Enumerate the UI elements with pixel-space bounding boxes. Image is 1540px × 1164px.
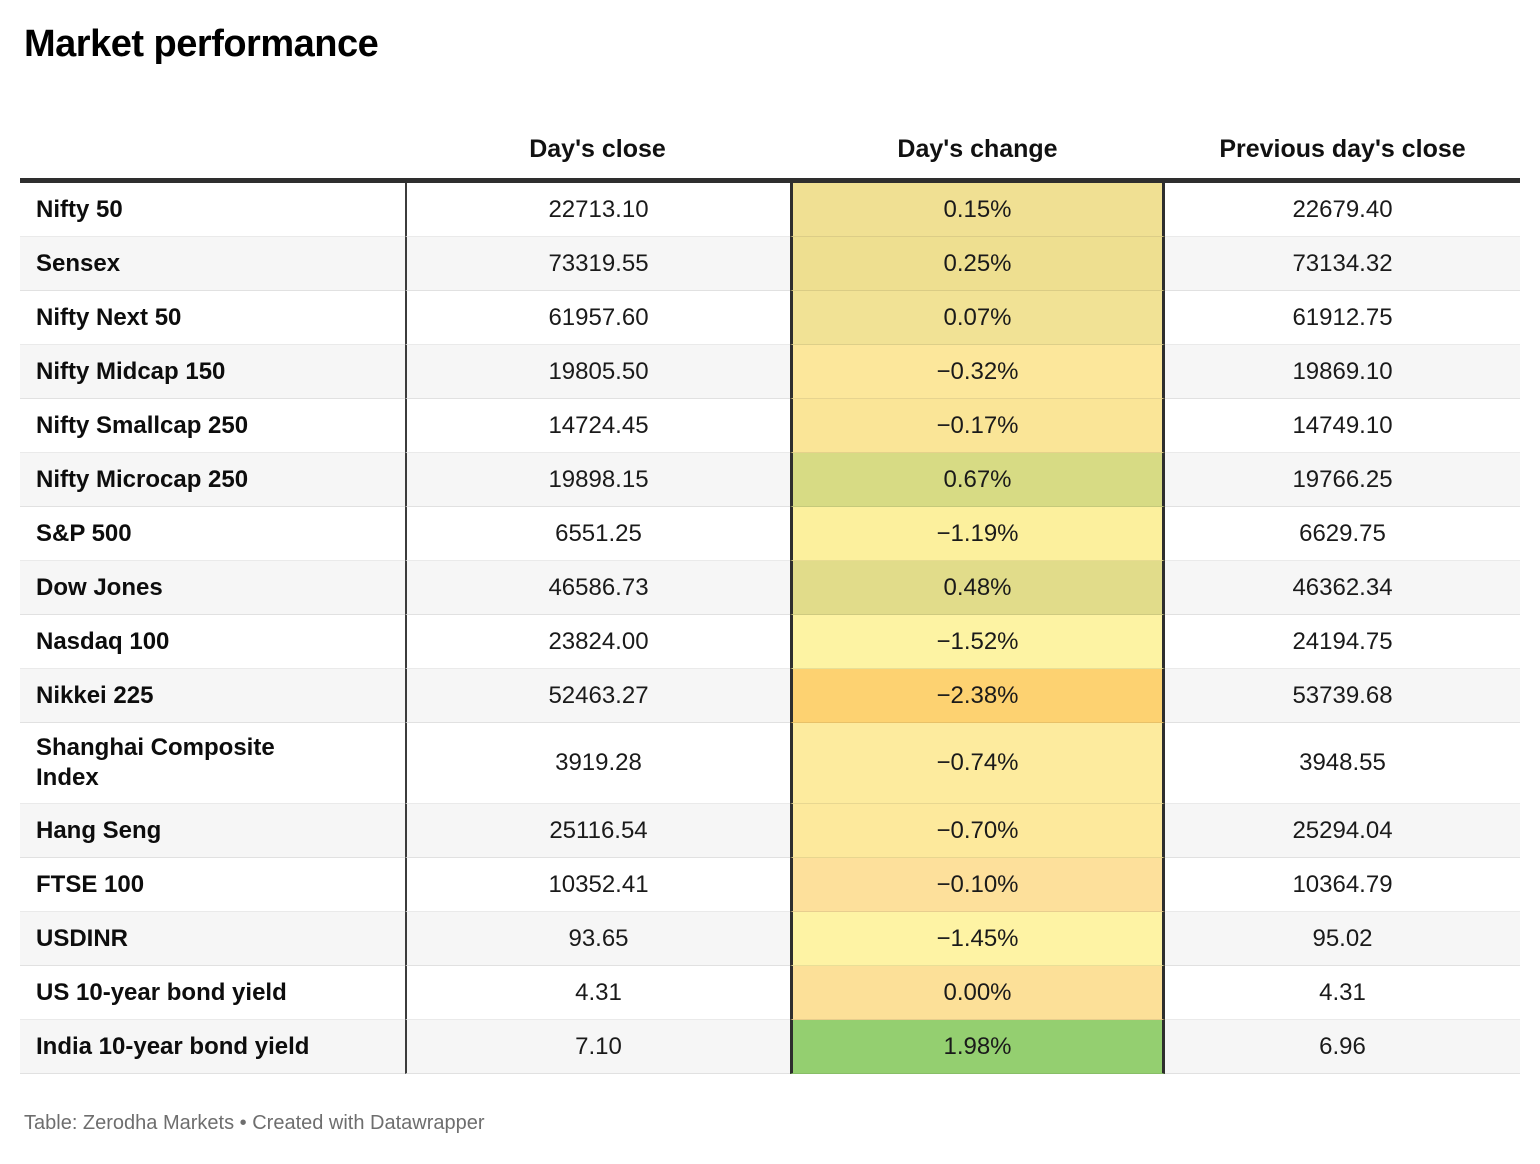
table-row: S&P 500 6551.25 −1.19% 6629.75 [20, 507, 1520, 561]
column-header-previous-close: Previous day's close [1219, 135, 1466, 163]
table-row: FTSE 100 10352.41 −0.10% 10364.79 [20, 858, 1520, 912]
table-row: Sensex 73319.55 0.25% 73134.32 [20, 237, 1520, 291]
table-row: Nikkei 225 52463.27 −2.38% 53739.68 [20, 669, 1520, 723]
row-label: Hang Seng [20, 804, 405, 858]
days-change-cell: 0.67% [790, 453, 1165, 507]
days-change-cell: −1.52% [790, 615, 1165, 669]
days-change-cell: 1.98% [790, 1020, 1165, 1074]
row-label: India 10-year bond yield [20, 1020, 405, 1074]
table-row: Hang Seng 25116.54 −0.70% 25294.04 [20, 804, 1520, 858]
table-row: Nifty Next 50 61957.60 0.07% 61912.75 [20, 291, 1520, 345]
prev-close-cell: 19766.25 [1165, 453, 1520, 507]
prev-close-cell: 46362.34 [1165, 561, 1520, 615]
days-change-cell: 0.07% [790, 291, 1165, 345]
page-title: Market performance [24, 23, 379, 65]
prev-close-cell: 3948.55 [1165, 723, 1520, 804]
row-label: Nifty Smallcap 250 [20, 399, 405, 453]
prev-close-cell: 10364.79 [1165, 858, 1520, 912]
row-label: Nasdaq 100 [20, 615, 405, 669]
prev-close-cell: 6.96 [1165, 1020, 1520, 1074]
table-row: Nifty 50 22713.10 0.15% 22679.40 [20, 183, 1520, 237]
row-label: Shanghai Composite Index [20, 723, 405, 804]
days-close-cell: 61957.60 [405, 291, 790, 345]
table-row: India 10-year bond yield 7.10 1.98% 6.96 [20, 1020, 1520, 1074]
days-change-cell: −1.45% [790, 912, 1165, 966]
days-change-cell: 0.15% [790, 183, 1165, 237]
column-header-days-close: Day's close [529, 135, 666, 163]
days-change-cell: −0.70% [790, 804, 1165, 858]
days-close-cell: 19898.15 [405, 453, 790, 507]
days-close-cell: 7.10 [405, 1020, 790, 1074]
table-row: Shanghai Composite Index 3919.28 −0.74% … [20, 723, 1520, 804]
days-close-cell: 23824.00 [405, 615, 790, 669]
prev-close-cell: 22679.40 [1165, 183, 1520, 237]
days-close-cell: 10352.41 [405, 858, 790, 912]
row-label: S&P 500 [20, 507, 405, 561]
days-close-cell: 3919.28 [405, 723, 790, 804]
days-change-cell: −1.19% [790, 507, 1165, 561]
row-label: Nifty Midcap 150 [20, 345, 405, 399]
days-change-cell: −0.10% [790, 858, 1165, 912]
prev-close-cell: 61912.75 [1165, 291, 1520, 345]
row-label: Nifty Microcap 250 [20, 453, 405, 507]
table-row: Nifty Midcap 150 19805.50 −0.32% 19869.1… [20, 345, 1520, 399]
prev-close-cell: 14749.10 [1165, 399, 1520, 453]
table-row: USDINR 93.65 −1.45% 95.02 [20, 912, 1520, 966]
prev-close-cell: 53739.68 [1165, 669, 1520, 723]
table-column-headers: Day's close Day's change Previous day's … [20, 66, 1520, 178]
table-row: US 10-year bond yield 4.31 0.00% 4.31 [20, 966, 1520, 1020]
days-close-cell: 52463.27 [405, 669, 790, 723]
prev-close-cell: 24194.75 [1165, 615, 1520, 669]
row-label: US 10-year bond yield [20, 966, 405, 1020]
days-change-cell: 0.25% [790, 237, 1165, 291]
row-label: Nifty 50 [20, 183, 405, 237]
days-change-cell: −0.74% [790, 723, 1165, 804]
prev-close-cell: 25294.04 [1165, 804, 1520, 858]
days-close-cell: 4.31 [405, 966, 790, 1020]
table-row: Dow Jones 46586.73 0.48% 46362.34 [20, 561, 1520, 615]
days-change-cell: 0.00% [790, 966, 1165, 1020]
prev-close-cell: 19869.10 [1165, 345, 1520, 399]
row-label: Dow Jones [20, 561, 405, 615]
days-change-cell: 0.48% [790, 561, 1165, 615]
table-body: Nifty 50 22713.10 0.15% 22679.40 Sensex … [20, 178, 1520, 1074]
days-change-cell: −0.32% [790, 345, 1165, 399]
days-close-cell: 25116.54 [405, 804, 790, 858]
days-change-cell: −0.17% [790, 399, 1165, 453]
table-row: Nifty Smallcap 250 14724.45 −0.17% 14749… [20, 399, 1520, 453]
column-header-days-change: Day's change [897, 135, 1058, 163]
table-row: Nasdaq 100 23824.00 −1.52% 24194.75 [20, 615, 1520, 669]
prev-close-cell: 6629.75 [1165, 507, 1520, 561]
row-label: Sensex [20, 237, 405, 291]
prev-close-cell: 4.31 [1165, 966, 1520, 1020]
days-close-cell: 6551.25 [405, 507, 790, 561]
days-close-cell: 93.65 [405, 912, 790, 966]
days-close-cell: 22713.10 [405, 183, 790, 237]
days-close-cell: 46586.73 [405, 561, 790, 615]
days-close-cell: 73319.55 [405, 237, 790, 291]
days-change-cell: −2.38% [790, 669, 1165, 723]
prev-close-cell: 95.02 [1165, 912, 1520, 966]
table-row: Nifty Microcap 250 19898.15 0.67% 19766.… [20, 453, 1520, 507]
footer-attribution: Table: Zerodha Markets • Created with Da… [24, 1112, 485, 1134]
row-label: Nifty Next 50 [20, 291, 405, 345]
row-label: FTSE 100 [20, 858, 405, 912]
prev-close-cell: 73134.32 [1165, 237, 1520, 291]
row-label: USDINR [20, 912, 405, 966]
days-close-cell: 14724.45 [405, 399, 790, 453]
days-close-cell: 19805.50 [405, 345, 790, 399]
row-label: Nikkei 225 [20, 669, 405, 723]
